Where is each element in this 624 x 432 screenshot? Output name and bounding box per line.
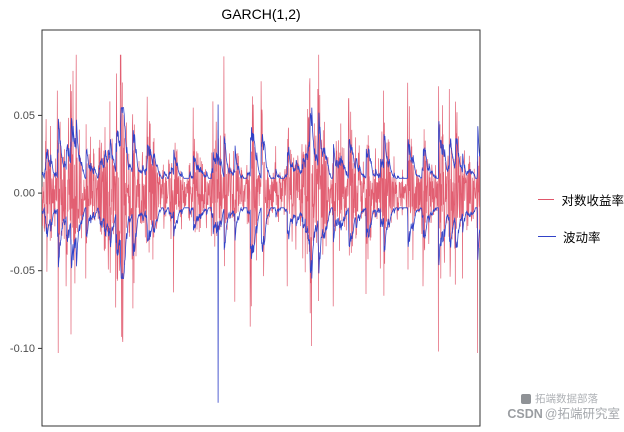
volatility-upper-line — [42, 104, 480, 180]
chart-title: GARCH(1,2) — [221, 6, 301, 22]
y-tick-label: 0.00 — [14, 188, 35, 200]
legend-label-volatility: 波动率 — [563, 231, 601, 245]
watermark-line1-text: 拓端数据部落 — [535, 393, 598, 405]
watermark-line2: CSDN @拓端研究室 — [507, 403, 620, 422]
legend-key-line-returns — [538, 198, 555, 201]
y-tick-label: -0.10 — [10, 343, 35, 355]
legend-label-returns: 对数收益率 — [561, 194, 624, 208]
volatility-lower-line — [42, 206, 480, 403]
legend-item-volatility: 波动率 — [538, 227, 624, 246]
returns-line — [42, 54, 480, 354]
tuoduan-logo-icon — [521, 393, 531, 404]
legend-item-returns: 对数收益率 — [538, 190, 624, 209]
y-tick-label: -0.05 — [10, 265, 35, 277]
watermark-line2-text: @拓端研究室 — [544, 407, 620, 421]
legend: 对数收益率 波动率 — [538, 190, 624, 246]
legend-key-line-volatility — [538, 235, 556, 238]
y-tick-label: 0.05 — [14, 110, 35, 122]
watermark-line1: 拓端数据部落 — [521, 391, 598, 406]
csdn-brand-text: CSDN — [507, 407, 543, 421]
